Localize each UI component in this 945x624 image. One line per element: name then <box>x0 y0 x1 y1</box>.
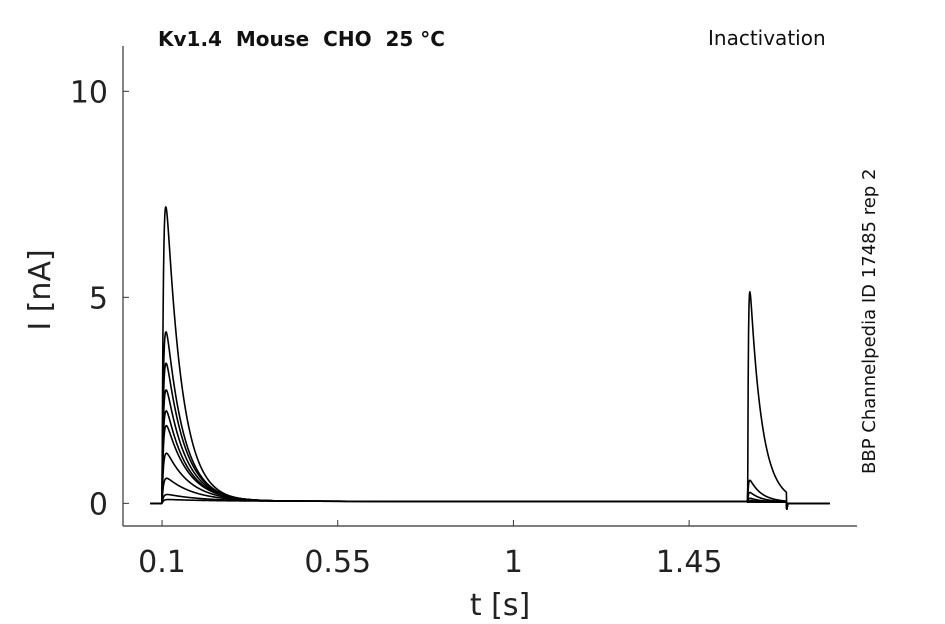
protocol-label: Inactivation <box>708 26 826 50</box>
current-trace-1 <box>149 206 831 510</box>
current-trace-2 <box>149 331 831 510</box>
chart-title: Kv1.4 Mouse CHO 25 °C <box>158 27 445 51</box>
x-axis-label: t [s] <box>470 588 530 623</box>
current-trace-10 <box>149 498 831 510</box>
x-tick-label: 1.45 <box>656 545 723 580</box>
x-tick-label: 0.1 <box>138 545 186 580</box>
current-trace-5 <box>149 410 831 510</box>
current-trace-6 <box>149 424 831 510</box>
current-trace-3 <box>149 362 831 510</box>
x-tick-label: 1 <box>504 545 523 580</box>
y-tick-label: 10 <box>70 75 108 110</box>
y-axis-label: I [nA] <box>23 249 58 330</box>
current-trace-4 <box>149 389 831 510</box>
y-tick-label: 0 <box>89 487 108 522</box>
current-trace-8 <box>149 477 831 510</box>
x-tick-label: 0.55 <box>304 545 371 580</box>
y-tick-label: 5 <box>89 281 108 316</box>
